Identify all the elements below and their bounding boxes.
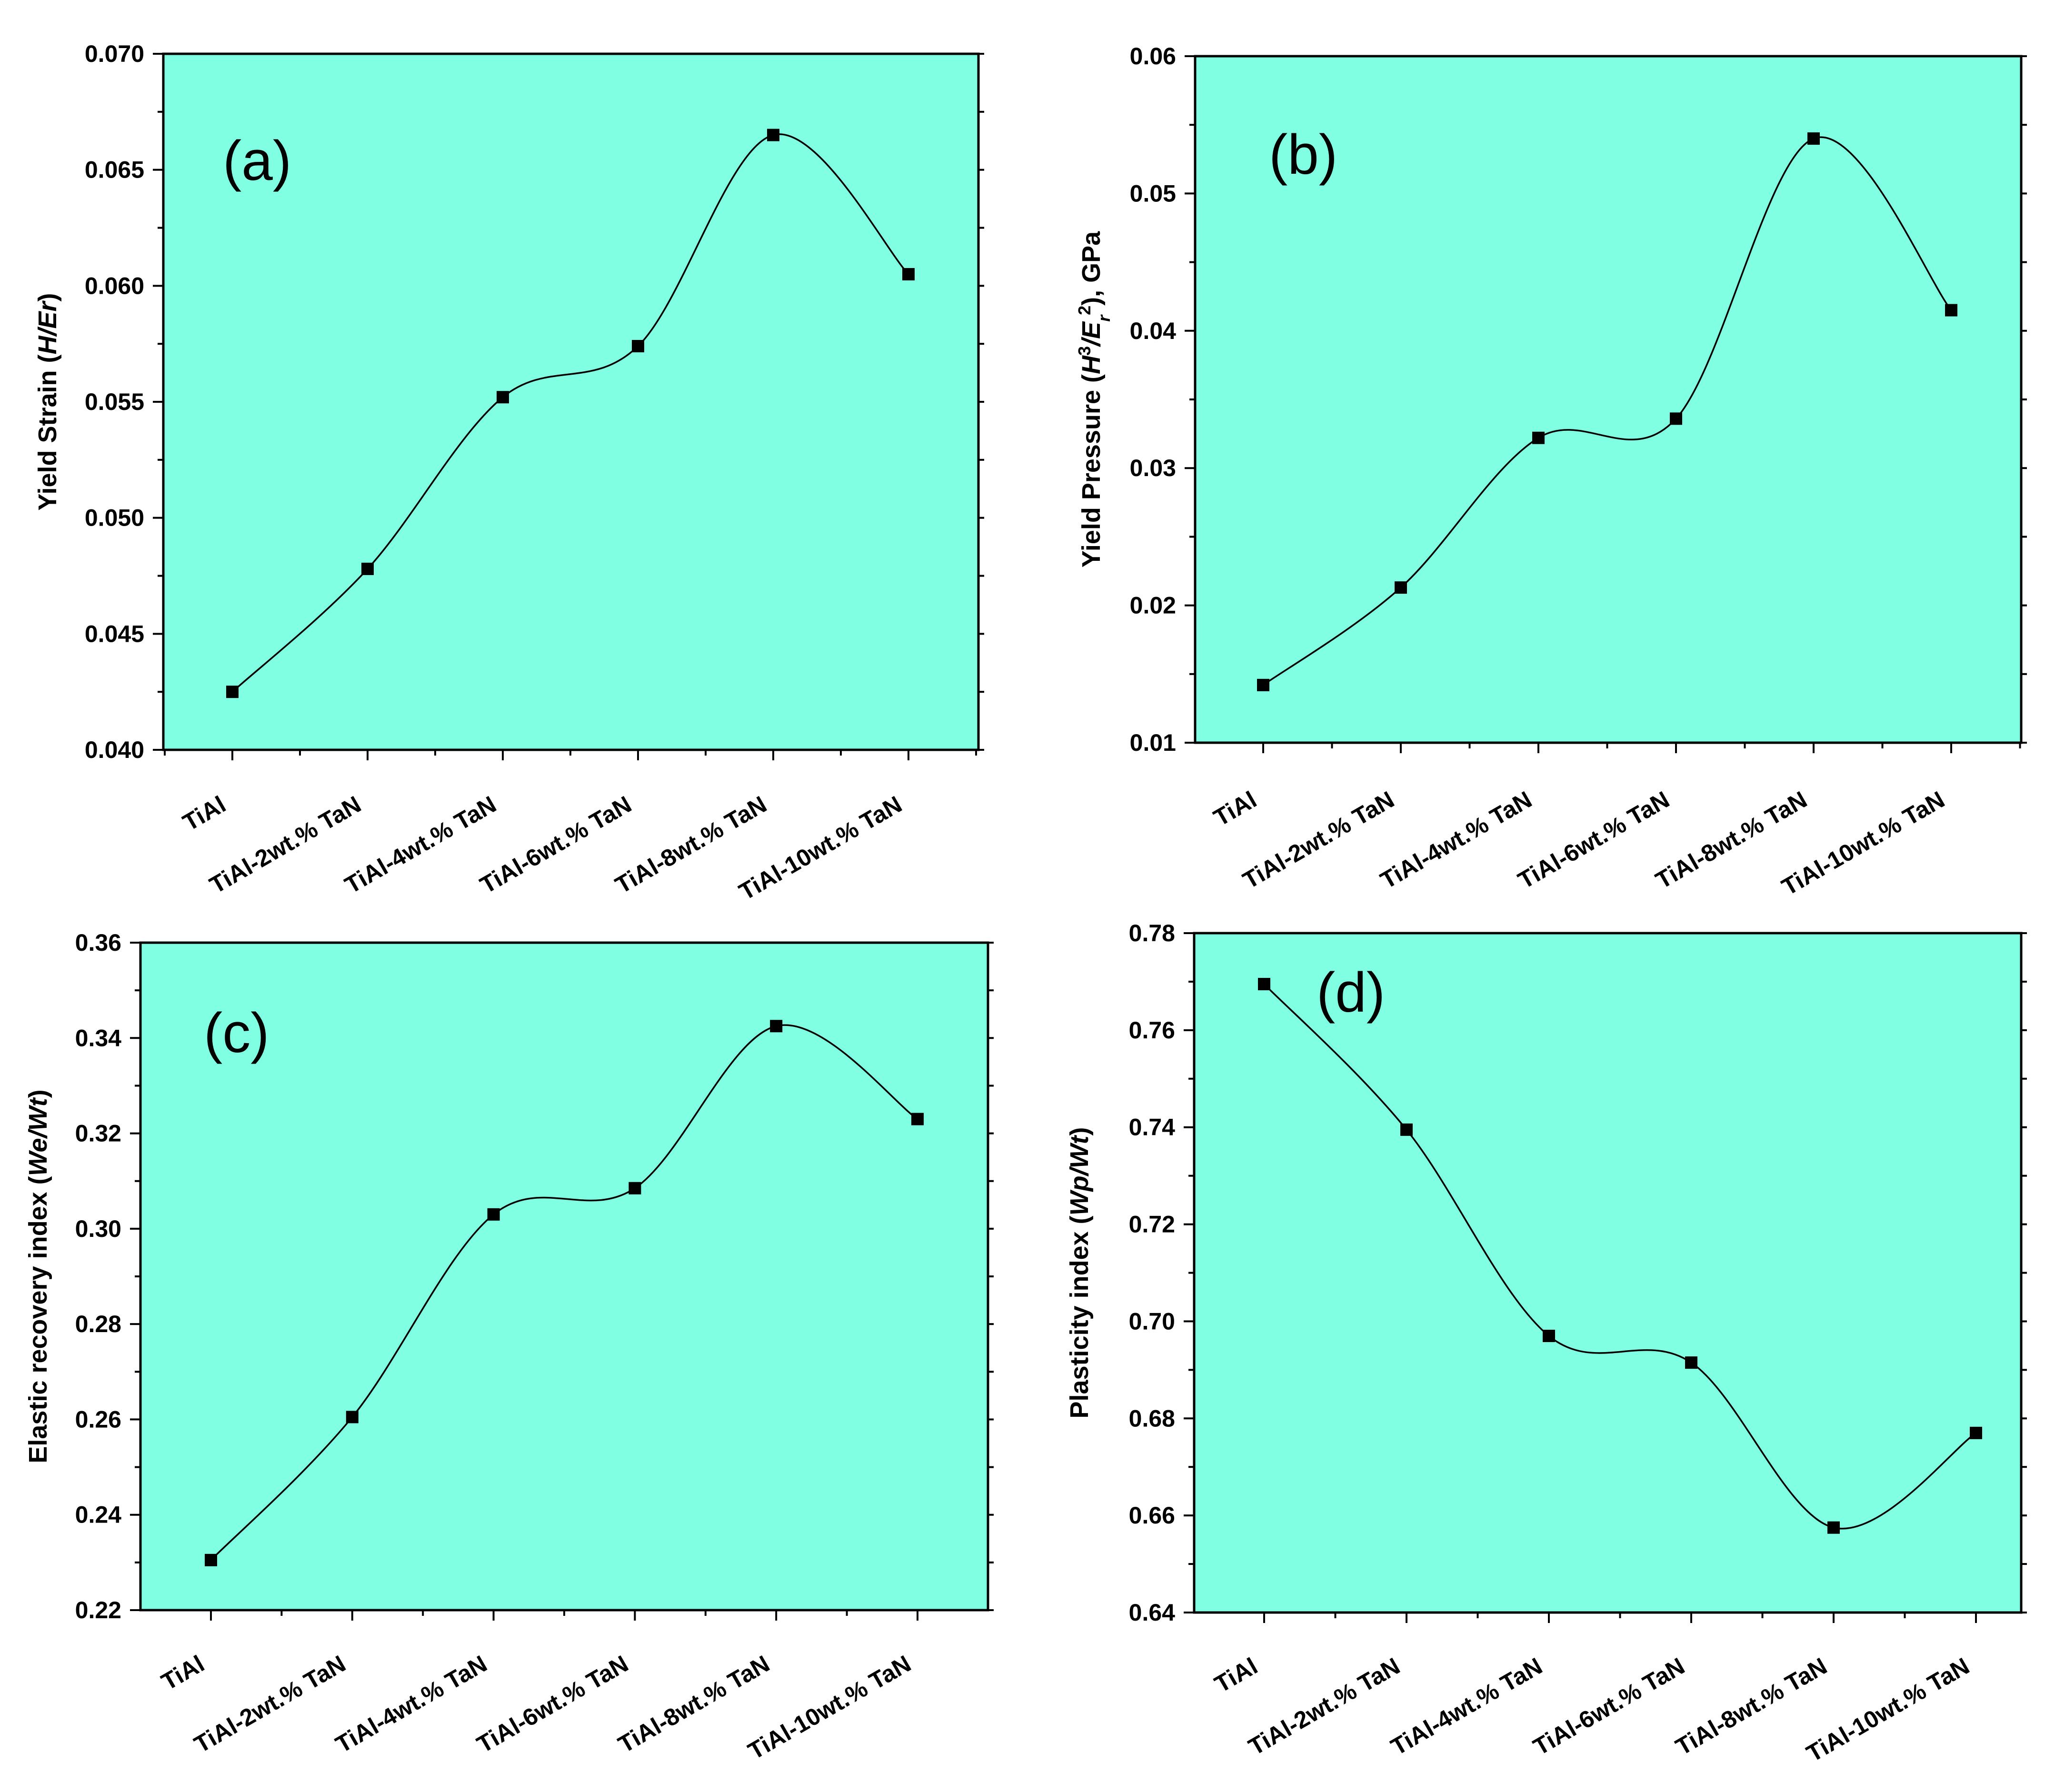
panel-c-plot-area — [140, 943, 988, 1610]
panel-c-point-4 — [770, 1020, 783, 1033]
panel-b-point-4 — [1807, 132, 1820, 145]
panel-a-ytick-label: 0.055 — [85, 388, 144, 415]
panel-a-xtick-label: TiAl-2wt.% TaN — [205, 791, 366, 899]
panel-c-point-3 — [628, 1182, 641, 1195]
panel-c-ytick-label: 0.32 — [75, 1120, 121, 1147]
panel-c-ytick-label: 0.36 — [75, 929, 121, 956]
panel-b-ytick-label: 0.03 — [1130, 455, 1176, 481]
panel-a-series-line — [231, 133, 909, 693]
panel-d-ytick-label: 0.64 — [1129, 1599, 1176, 1626]
panel-b-ytick-label: 0.02 — [1130, 592, 1176, 619]
panel-c-ylabel: Elastic recovery index (We/Wt) — [24, 1089, 52, 1463]
panel-d-frame — [1193, 932, 2023, 1614]
panel-d-series-line — [1263, 983, 1976, 1530]
panel-a-ytick-label: 0.040 — [85, 737, 144, 763]
panel-a-ytick-label: 0.060 — [85, 272, 144, 299]
panel-d-ytick-label: 0.78 — [1129, 920, 1175, 946]
panel-c-ytick-label: 0.24 — [75, 1502, 122, 1528]
panel-d-xtick-label: TiAl-2wt.% TaN — [1244, 1653, 1405, 1761]
panel-d: 0.640.660.680.700.720.740.760.78TiAlTiAl… — [1065, 920, 2027, 1767]
panel-a-xtick-label: TiAl-4wt.% TaN — [340, 791, 501, 899]
panel-c-ytick-label: 0.30 — [75, 1215, 121, 1242]
panel-c-label: (c) — [204, 1002, 269, 1065]
panel-d-ytick-label: 0.74 — [1129, 1114, 1176, 1141]
panel-c-xtick-label: TiAl — [157, 1650, 209, 1695]
panel-a-ytick-label: 0.045 — [85, 620, 144, 647]
panel-a-point-4 — [767, 129, 779, 141]
panel-d-ylabel: Plasticity index (Wp/Wt) — [1065, 1127, 1094, 1418]
panel-a-ytick-label: 0.070 — [85, 40, 144, 67]
panel-b-frame — [1194, 55, 2023, 744]
panel-d-ytick-label: 0.76 — [1129, 1017, 1175, 1044]
panel-c-point-2 — [487, 1208, 500, 1221]
panel-d-point-4 — [1827, 1521, 1840, 1534]
panel-a-label: (a) — [223, 129, 291, 192]
panel-c-xtick-label: TiAl-2wt.% TaN — [190, 1650, 350, 1758]
panel-d-ytick-label: 0.70 — [1129, 1308, 1175, 1334]
panel-a-point-2 — [497, 391, 509, 404]
panel-b-point-2 — [1532, 431, 1545, 444]
panel-d-xtick-label: TiAl-4wt.% TaN — [1387, 1653, 1547, 1761]
panel-d-ytick-label: 0.66 — [1129, 1502, 1175, 1529]
panel-d-ytick-label: 0.68 — [1129, 1405, 1175, 1432]
panel-b-point-0 — [1257, 678, 1269, 691]
panel-b-point-3 — [1670, 412, 1682, 425]
panel-d-xtick-label: TiAl — [1210, 1653, 1262, 1698]
panel-c: 0.220.240.260.280.300.320.340.36TiAlTiAl… — [24, 929, 994, 1765]
panel-c-point-0 — [205, 1553, 217, 1566]
panel-c-point-5 — [911, 1113, 924, 1125]
panel-d-point-3 — [1685, 1356, 1697, 1369]
panel-c-xtick-label: TiAl-6wt.% TaN — [472, 1650, 633, 1758]
panel-b-ylabel: Yield Pressure (H3/Er2), GPa — [1075, 231, 1114, 567]
panel-b-ytick-label: 0.04 — [1130, 318, 1177, 344]
panel-c-ytick-label: 0.26 — [75, 1406, 121, 1433]
panel-d-point-1 — [1400, 1123, 1413, 1136]
panel-b-plot-area — [1195, 56, 2021, 743]
panel-d-point-0 — [1258, 978, 1270, 991]
panel-c-ytick-label: 0.22 — [75, 1597, 121, 1623]
panel-a-point-1 — [361, 562, 374, 575]
panel-d-point-5 — [1970, 1426, 1982, 1439]
panel-d-xtick-label: TiAl-6wt.% TaN — [1529, 1653, 1689, 1761]
panel-c-ytick-label: 0.34 — [75, 1025, 122, 1051]
panel-b-xtick-label: TiAl — [1209, 786, 1261, 831]
panel-a-ytick-label: 0.050 — [85, 505, 144, 531]
panel-d-plot-area — [1194, 933, 2021, 1613]
panel-b-label: (b) — [1269, 123, 1337, 186]
panel-d-label: (d) — [1317, 961, 1385, 1024]
panel-b-xtick-label: TiAl-6wt.% TaN — [1514, 786, 1674, 894]
panel-c-xtick-label: TiAl-4wt.% TaN — [331, 1650, 491, 1758]
panel-c-series-line — [210, 1024, 918, 1561]
panel-d-point-2 — [1543, 1330, 1555, 1343]
panel-a-ylabel: Yield Strain (H/Er) — [33, 293, 62, 510]
panel-b-point-5 — [1945, 304, 1957, 317]
panel-c-point-1 — [346, 1411, 359, 1424]
panel-b-ytick-label: 0.01 — [1130, 729, 1176, 756]
panel-a-xtick-label: TiAl — [178, 791, 230, 836]
panel-a-point-0 — [226, 686, 239, 698]
panel-b-ytick-label: 0.06 — [1130, 43, 1176, 70]
panel-c-ytick-label: 0.28 — [75, 1311, 121, 1337]
panel-a-xtick-label: TiAl-6wt.% TaN — [476, 791, 636, 899]
panel-a-point-3 — [632, 340, 644, 353]
panel-b-xtick-label: TiAl-4wt.% TaN — [1376, 786, 1536, 894]
panel-b-xtick-label: TiAl-2wt.% TaN — [1238, 786, 1399, 894]
panel-a: 0.0400.0450.0500.0550.0600.0650.070TiAlT… — [33, 40, 984, 906]
panel-c-frame — [139, 941, 989, 1612]
panel-a-ytick-label: 0.065 — [85, 157, 144, 183]
panel-a-point-5 — [902, 268, 915, 280]
panel-d-ytick-label: 0.72 — [1129, 1211, 1175, 1238]
panel-b-point-1 — [1395, 581, 1407, 594]
panel-b-ytick-label: 0.05 — [1130, 180, 1176, 207]
panel-a-frame — [162, 52, 980, 751]
